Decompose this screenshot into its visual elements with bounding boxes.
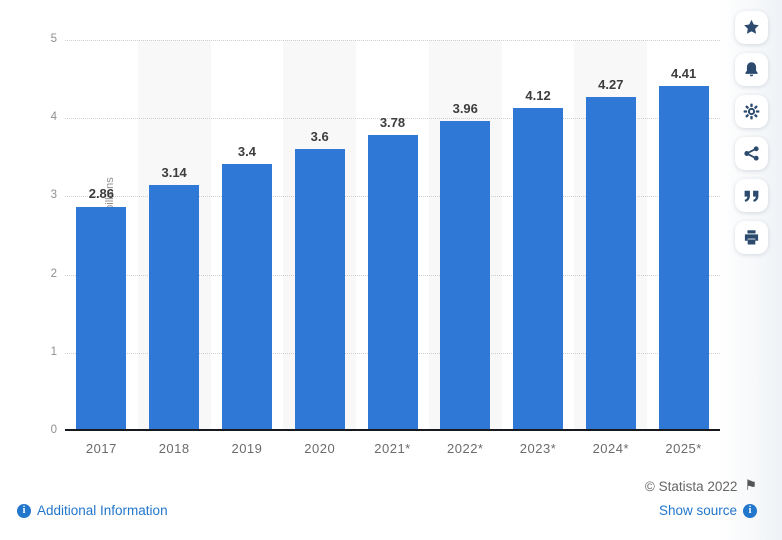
x-axis-tick-label: 2021* (374, 441, 411, 456)
copyright: © Statista 2022 ⚑ (645, 478, 757, 494)
bar-value-label: 3.4 (237, 144, 256, 160)
bar-value-label: 3.78 (379, 114, 406, 130)
bar[interactable] (76, 206, 127, 429)
cite-button[interactable] (735, 179, 768, 212)
x-axis-line (65, 429, 720, 431)
print-button[interactable] (735, 221, 768, 254)
action-sidebar (735, 11, 768, 254)
additional-information-label: Additional Information (37, 503, 168, 518)
settings-button[interactable] (735, 95, 768, 128)
show-source-label: Show source (658, 503, 737, 518)
bar-value-label: 4.12 (525, 88, 551, 104)
bar[interactable] (440, 120, 491, 429)
bell-icon (743, 61, 760, 78)
bar[interactable] (367, 134, 418, 429)
gear-icon (743, 103, 760, 120)
print-icon (743, 229, 760, 246)
quote-icon (743, 187, 760, 204)
y-axis-tick-label: 4 (50, 111, 57, 124)
x-axis-tick-label: 2020 (304, 441, 336, 456)
x-axis-tick-label: 2025* (665, 441, 702, 456)
favorite-button[interactable] (735, 11, 768, 44)
notifications-button[interactable] (735, 53, 768, 86)
bar-value-label: 2.86 (88, 186, 115, 202)
info-icon: i (17, 503, 31, 518)
y-axis-tick-label: 3 (50, 189, 57, 202)
bar[interactable] (513, 108, 564, 429)
star-icon (743, 19, 760, 36)
y-axis-tick-label: 0 (50, 424, 57, 436)
sidebar-background (720, 0, 782, 540)
bar-value-label: 4.41 (670, 65, 697, 81)
bar[interactable] (221, 164, 272, 429)
y-axis-tick-label: 2 (50, 267, 57, 280)
bar-value-label: 3.6 (310, 128, 329, 144)
x-axis-tick-label: 2019 (231, 441, 263, 456)
bar-chart: Number of users in billions 0123452.863.… (51, 33, 720, 456)
x-axis-tick-label: 2023* (519, 441, 557, 456)
bar[interactable] (585, 96, 636, 429)
bar-value-label: 4.27 (598, 76, 624, 92)
x-axis-tick-label: 2017 (85, 441, 117, 456)
bar[interactable] (149, 184, 200, 429)
additional-information-link[interactable]: i Additional Information (17, 503, 168, 518)
x-axis-tick-label: 2018 (158, 441, 190, 456)
gridline (65, 40, 720, 41)
info-icon: i (743, 503, 757, 518)
y-axis-tick-label: 1 (50, 345, 57, 358)
copyright-text: © Statista 2022 (644, 478, 738, 494)
x-axis-tick-label: 2024* (592, 441, 630, 456)
share-button[interactable] (735, 137, 768, 170)
x-axis-tick-label: 2022* (447, 441, 484, 456)
flag-icon: ⚑ (744, 478, 757, 494)
bar[interactable] (294, 148, 345, 429)
y-axis-tick-label: 5 (50, 33, 57, 45)
bar[interactable] (658, 85, 709, 429)
show-source-link[interactable]: Show source i (659, 503, 757, 518)
share-icon (743, 145, 760, 162)
bar-value-label: 3.14 (161, 164, 187, 180)
bar-value-label: 3.96 (452, 100, 478, 116)
gridline (65, 118, 720, 120)
